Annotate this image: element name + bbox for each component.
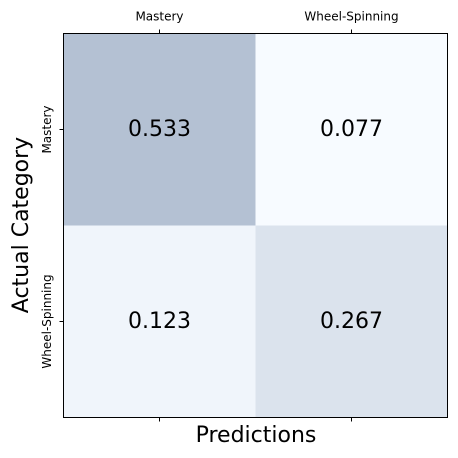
x-tick-label-0: Mastery: [135, 10, 183, 24]
cell-value-label-r1-c1: 0.267: [320, 309, 383, 334]
heatmap-cell-r1-c1: [255, 225, 448, 418]
heatmap-cell-r1-c0: [63, 225, 256, 418]
y-tick-label-1: Wheel-Spinning: [40, 274, 54, 368]
y-tick-label-0: Mastery: [40, 105, 54, 153]
x-axis-label: Predictions: [196, 423, 317, 448]
axis-ticks: Mastery Wheel-Spinning Mastery Wheel-Spinni…: [40, 10, 399, 422]
heatmap-cell-r0-c0: [63, 33, 256, 226]
cell-value-label-r1-c0: 0.123: [128, 309, 191, 334]
heatmap-cell-r0-c1: [255, 33, 448, 226]
cell-value-label-r0-c1: 0.077: [320, 117, 383, 142]
plot-frame: [63, 33, 448, 418]
x-tick-label-1: Wheel-Spinning: [304, 10, 398, 24]
heatmap-cells: [63, 33, 448, 418]
cell-value-label-r0-c0: 0.533: [128, 117, 191, 142]
y-axis-label: Actual Category: [9, 137, 34, 313]
heatmap-cell-labels: 0.533 0.077 0.123 0.267: [128, 117, 383, 334]
